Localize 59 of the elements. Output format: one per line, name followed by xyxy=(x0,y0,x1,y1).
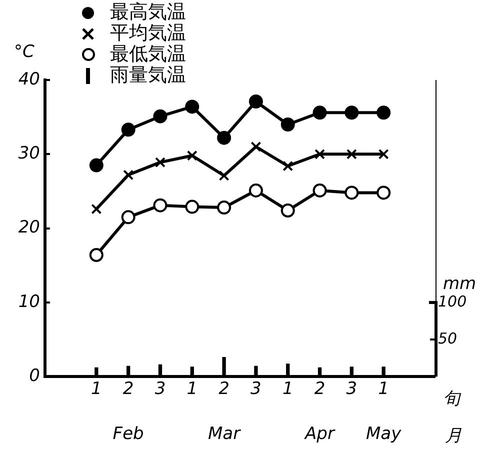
point xyxy=(312,106,327,120)
y-tick-label: 10 xyxy=(18,292,40,312)
point xyxy=(218,170,230,181)
point xyxy=(154,157,166,168)
text: Mar xyxy=(208,424,240,444)
y-axis-title: °C xyxy=(14,42,34,62)
legend-label: 最低気温 xyxy=(110,43,186,65)
legend-label: 最高気温 xyxy=(110,1,186,23)
point xyxy=(89,158,104,172)
text: Feb xyxy=(112,424,144,444)
point xyxy=(121,210,136,224)
point xyxy=(217,130,232,145)
x-tick-label: 2 xyxy=(122,379,134,400)
point xyxy=(186,150,198,161)
point xyxy=(376,186,391,200)
x-tick-label: 1 xyxy=(378,379,390,400)
text: 月 xyxy=(445,424,462,447)
point xyxy=(185,100,200,114)
point xyxy=(121,122,136,137)
y-tick-label: 0 xyxy=(29,366,40,386)
text: May xyxy=(366,424,402,444)
point xyxy=(282,160,294,172)
x-tick-label: 3 xyxy=(250,379,262,400)
point xyxy=(123,170,134,180)
x-tick-label: 1 xyxy=(282,379,294,400)
legend-label: 平均気温 xyxy=(110,22,186,44)
point xyxy=(91,204,102,214)
y-tick-label: 30 xyxy=(18,144,40,164)
x-tick-label: 1 xyxy=(186,379,198,400)
point xyxy=(89,248,104,262)
y2-tick-label: 50 xyxy=(438,329,458,348)
point xyxy=(280,117,295,132)
point xyxy=(280,204,295,218)
point xyxy=(248,94,263,109)
x-tick-label: 3 xyxy=(346,379,358,400)
point xyxy=(314,148,326,160)
x-tick-label: 2 xyxy=(218,379,230,400)
point xyxy=(153,198,168,212)
text: Apr xyxy=(305,424,334,444)
point xyxy=(376,106,391,120)
x-tick-label: 2 xyxy=(314,379,326,400)
x-tick-label: 3 xyxy=(154,379,166,400)
point xyxy=(344,106,359,120)
point xyxy=(185,200,200,214)
y2-tick-label: 100 xyxy=(438,292,467,310)
y-tick-label: 40 xyxy=(18,69,40,90)
legend-label: 雨量気温 xyxy=(110,64,186,86)
x-tick-label: 1 xyxy=(90,379,102,400)
point xyxy=(248,183,263,198)
point xyxy=(344,186,359,200)
point xyxy=(346,148,357,160)
point xyxy=(378,148,389,160)
point xyxy=(250,141,262,152)
x-axis-title: 旬 xyxy=(443,388,460,410)
y-tick-label: 20 xyxy=(18,218,40,238)
point xyxy=(217,200,232,215)
point xyxy=(153,109,168,124)
point xyxy=(312,183,327,198)
y2-axis-title: mm xyxy=(443,274,476,294)
